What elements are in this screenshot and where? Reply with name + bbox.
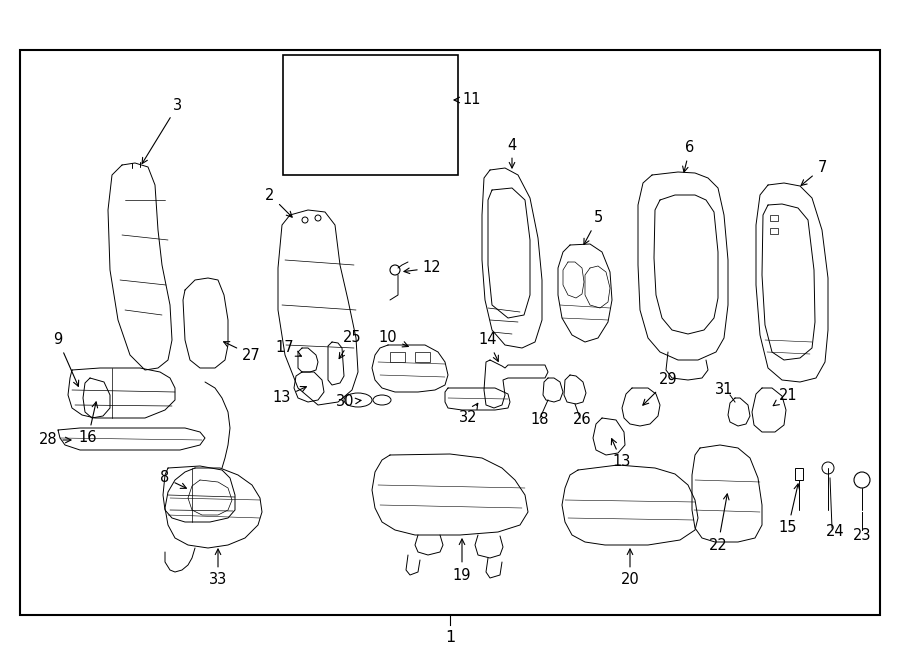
Text: 22: 22	[708, 494, 729, 553]
Text: 11: 11	[454, 93, 481, 108]
Text: 8: 8	[160, 471, 186, 488]
Bar	[415, 352, 430, 362]
Bar	[770, 228, 778, 234]
Text: 30: 30	[336, 395, 361, 410]
Bar	[20, 50, 880, 615]
Text: 21: 21	[773, 387, 797, 406]
Text: 14: 14	[479, 332, 499, 362]
Text: 19: 19	[453, 539, 472, 582]
Text: 31: 31	[715, 383, 733, 397]
Text: 7: 7	[801, 161, 827, 186]
Text: 10: 10	[379, 330, 409, 347]
Text: 29: 29	[643, 373, 678, 405]
Text: 33: 33	[209, 549, 227, 588]
Bar	[795, 468, 803, 480]
Text: 3: 3	[142, 98, 183, 163]
Text: 24: 24	[825, 524, 844, 539]
Text: 25: 25	[339, 330, 361, 358]
Text: 32: 32	[459, 403, 478, 426]
Text: 20: 20	[621, 549, 639, 588]
Text: 1: 1	[445, 631, 455, 646]
Text: 2: 2	[266, 188, 292, 217]
Bar	[390, 352, 405, 362]
Text: 23: 23	[853, 527, 871, 543]
Bar	[283, 55, 458, 175]
Text: 9: 9	[53, 332, 78, 386]
Text: 5: 5	[584, 210, 603, 245]
Text: 17: 17	[275, 340, 302, 356]
Text: 6: 6	[682, 141, 695, 172]
Text: 12: 12	[404, 260, 441, 276]
Text: 4: 4	[508, 137, 517, 168]
Text: 27: 27	[223, 342, 261, 362]
Text: 18: 18	[531, 412, 549, 428]
Text: 15: 15	[778, 484, 799, 535]
Text: 16: 16	[79, 402, 97, 446]
Text: 26: 26	[572, 412, 591, 428]
Text: 13: 13	[611, 439, 631, 469]
Bar	[770, 215, 778, 221]
Text: 13: 13	[273, 387, 306, 405]
Text: 28: 28	[39, 432, 71, 447]
